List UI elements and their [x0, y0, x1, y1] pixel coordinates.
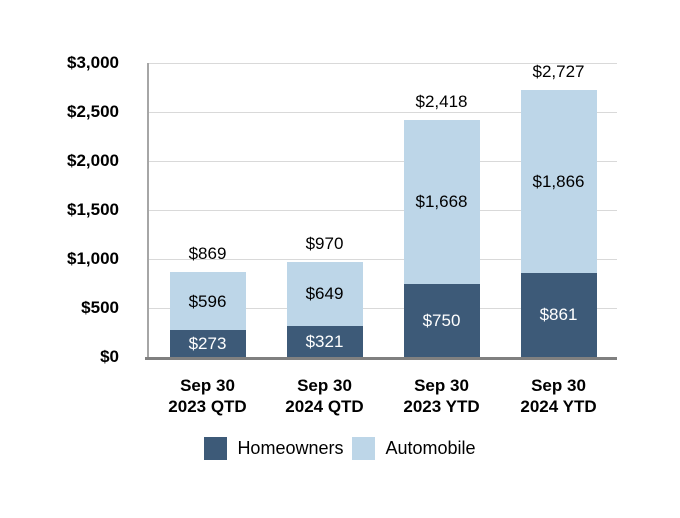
gridline: [149, 210, 617, 211]
bars-layer: $273 $596 $869 $321 $649 $970 $750 $1,668 $2,418…: [149, 62, 617, 357]
gridline: [149, 259, 617, 260]
y-tick-label: $0: [100, 347, 119, 366]
bar-group: $321 $649 $970: [286, 234, 363, 357]
plot-area: $273 $596 $869 $321 $649 $970 $750 $1,668 $2,418…: [145, 62, 617, 360]
y-tick-label: $500: [81, 298, 119, 317]
legend-label: Homeowners: [237, 438, 344, 458]
segment-value-label: $273: [188, 334, 227, 354]
segment-value-label: $861: [539, 305, 578, 325]
legend-label: Automobile: [385, 438, 476, 458]
bar-segment-automobile: $1,866: [520, 89, 597, 273]
legend-swatch-automobile: [352, 437, 376, 460]
gridline: [149, 63, 617, 64]
x-tick-line2: 2024 YTD: [520, 397, 597, 416]
segment-value-label: $1,668: [415, 192, 468, 212]
x-tick-label: Sep 30 2023 YTD: [384, 375, 500, 417]
gridline: [149, 112, 617, 113]
y-axis-line: [147, 63, 149, 357]
x-tick-line1: Sep 30: [414, 376, 469, 395]
gridline: [149, 308, 617, 309]
bar-segment-homeowners: $750: [403, 283, 480, 357]
segment-value-label: $649: [305, 284, 344, 304]
x-tick-label: Sep 30 2024 YTD: [501, 375, 617, 417]
x-tick-line1: Sep 30: [297, 376, 352, 395]
x-tick-line2: 2023 YTD: [403, 397, 480, 416]
bar-segment-homeowners: $861: [520, 272, 597, 357]
bar-segment-automobile: $596: [169, 271, 246, 331]
x-tick-label: Sep 30 2023 QTD: [150, 375, 266, 417]
bar-total-label: $2,418: [415, 92, 468, 112]
x-axis-baseline: [145, 357, 617, 360]
segment-value-label: $596: [188, 291, 227, 311]
bar-group: $861 $1,866 $2,727: [520, 62, 597, 357]
segment-value-label: $1,866: [532, 171, 585, 191]
bar-total-label: $970: [305, 233, 344, 253]
x-tick-line1: Sep 30: [180, 376, 235, 395]
x-tick-line1: Sep 30: [531, 376, 586, 395]
x-tick-label: Sep 30 2024 QTD: [267, 375, 383, 417]
y-tick-label: $2,500: [67, 102, 119, 121]
bar-total-label: $869: [188, 243, 227, 263]
legend: Homeowners Automobile: [0, 437, 680, 460]
gridline: [149, 161, 617, 162]
legend-item-automobile: Automobile: [352, 437, 476, 460]
segment-value-label: $321: [305, 331, 344, 351]
bar-segment-automobile: $649: [286, 261, 363, 326]
y-tick-label: $1,000: [67, 249, 119, 268]
segment-value-label: $750: [422, 310, 461, 330]
bar-total-label: $2,727: [532, 61, 585, 81]
x-tick-line2: 2024 QTD: [285, 397, 364, 416]
bar-group: $750 $1,668 $2,418: [403, 92, 480, 357]
legend-item-homeowners: Homeowners: [204, 437, 343, 460]
bar-segment-automobile: $1,668: [403, 120, 480, 284]
bar-segment-homeowners: $321: [286, 325, 363, 357]
x-tick-line2: 2023 QTD: [168, 397, 247, 416]
y-tick-label: $3,000: [67, 53, 119, 72]
legend-swatch-homeowners: [204, 437, 228, 460]
y-tick-label: $1,500: [67, 200, 119, 219]
bar-group: $273 $596 $869: [169, 244, 246, 357]
y-tick-label: $2,000: [67, 151, 119, 170]
bar-segment-homeowners: $273: [169, 330, 246, 357]
